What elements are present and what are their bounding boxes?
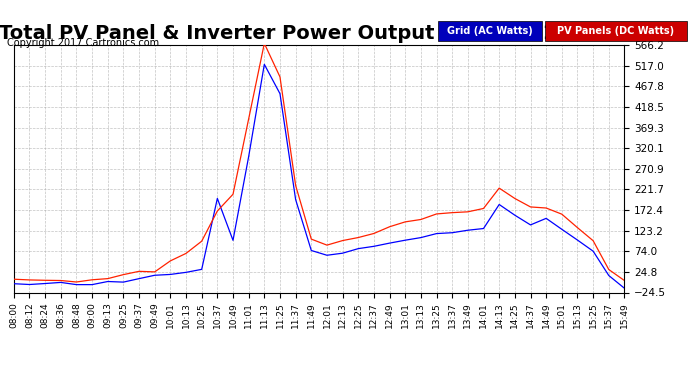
FancyBboxPatch shape: [438, 21, 542, 41]
FancyBboxPatch shape: [545, 21, 687, 41]
Text: Grid (AC Watts): Grid (AC Watts): [447, 26, 533, 36]
Text: Copyright 2017 Cartronics.com: Copyright 2017 Cartronics.com: [7, 38, 159, 48]
Text: PV Panels (DC Watts): PV Panels (DC Watts): [558, 26, 674, 36]
Title: Total PV Panel & Inverter Power Output Mon Dec 11 15:59: Total PV Panel & Inverter Power Output M…: [0, 24, 639, 44]
